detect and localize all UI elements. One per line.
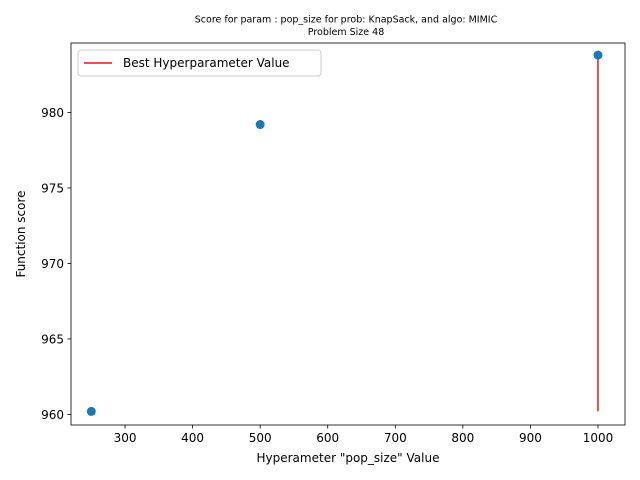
y-tick-label: 980 (41, 106, 64, 120)
y-tick-label: 965 (41, 332, 64, 346)
x-tick-label: 700 (384, 431, 407, 445)
x-axis-title: Hyperameter "pop_size" Value (257, 451, 440, 465)
x-tick-label: 1000 (583, 431, 614, 445)
y-axis-title: Function score (14, 190, 28, 277)
y-tick-label: 975 (41, 181, 64, 195)
data-point (593, 50, 603, 60)
chart-title-line-1: Score for param : pop_size for prob: Kna… (195, 15, 498, 26)
y-tick-label: 970 (41, 257, 64, 271)
y-tick-label: 960 (41, 408, 64, 422)
x-tick-label: 500 (249, 431, 272, 445)
x-tick-label: 400 (181, 431, 204, 445)
marks-layer (86, 50, 603, 416)
data-point (86, 406, 96, 416)
x-tick-label: 600 (316, 431, 339, 445)
legend-box (77, 49, 322, 77)
x-tick-label: 800 (451, 431, 474, 445)
plot-area-frame (70, 42, 626, 426)
legend-label-best-line: Best Hyperparameter Value (123, 56, 290, 70)
chart-title-line-2: Problem Size 48 (308, 27, 384, 38)
x-tick-label: 300 (114, 431, 137, 445)
data-point (255, 120, 265, 130)
x-tick-label: 900 (519, 431, 542, 445)
ticks-layer: 300 400 500 600 700 800 900 1000 960 965 970 975 980 (41, 106, 613, 445)
legend: Best Hyperparameter Value (77, 49, 322, 77)
